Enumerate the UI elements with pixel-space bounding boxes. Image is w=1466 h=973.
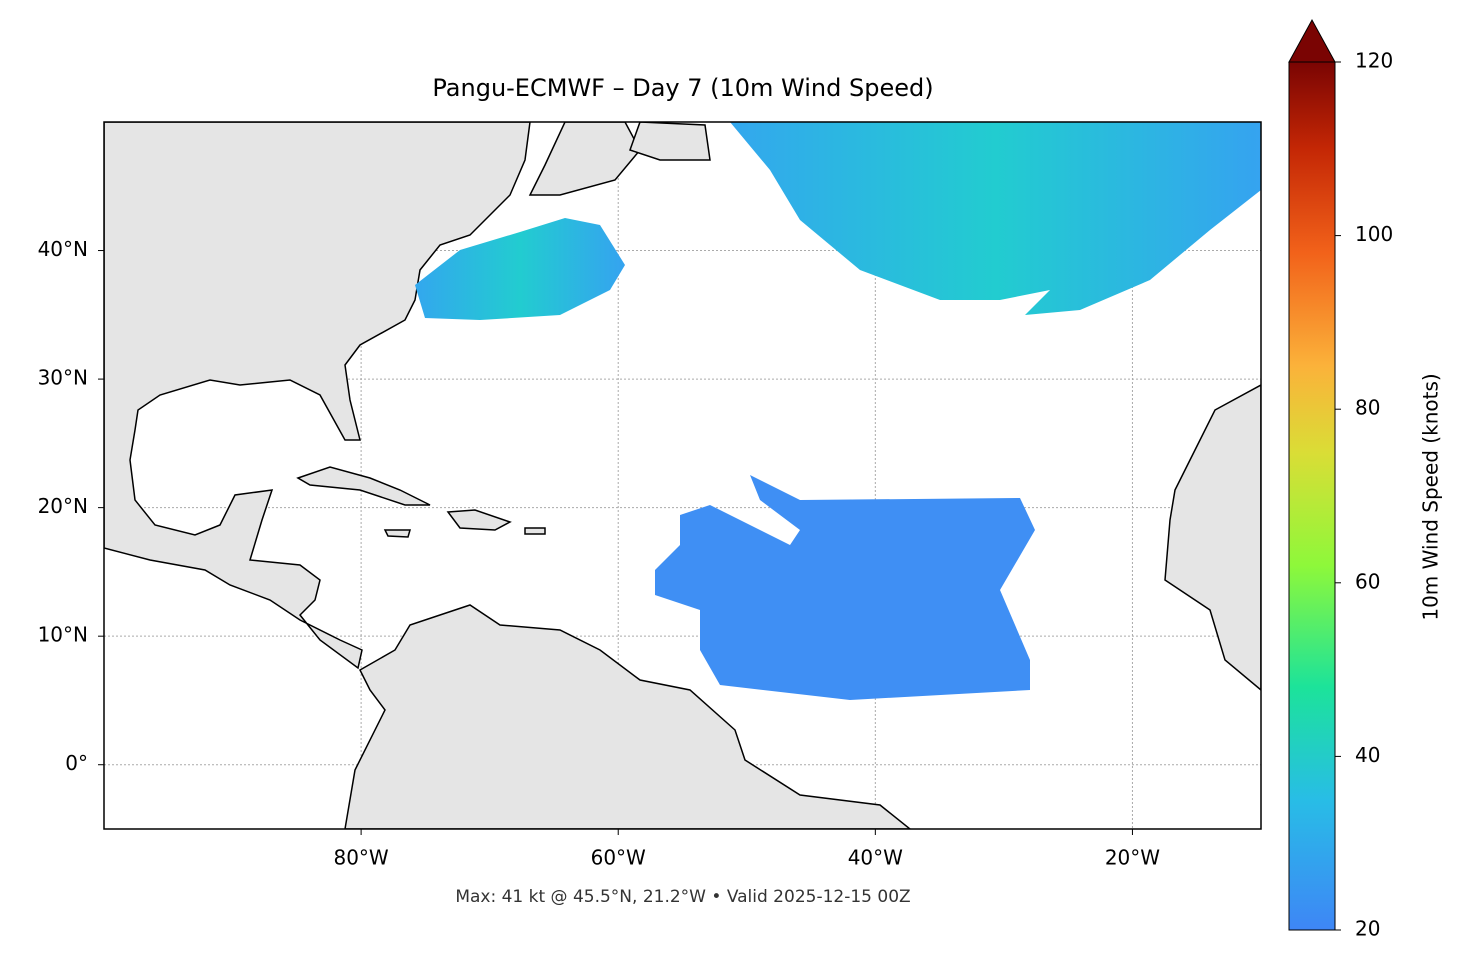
africa [1164,384,1261,691]
colorbar-tick-label: 60 [1355,569,1380,593]
y-tick-label: 20°N [38,494,88,518]
wind-field [415,218,625,320]
colorbar-tick-label: 120 [1355,49,1393,73]
y-tick-label: 0° [65,751,88,775]
south-america [344,604,912,829]
cuba [296,466,431,506]
colorbar-tick-label: 40 [1355,743,1380,767]
y-tick-label: 40°N [38,237,88,261]
colorbar [1288,61,1336,931]
x-tick-label: 80°W [333,846,388,870]
map-area [104,122,1261,829]
x-tick-label: 60°W [591,846,646,870]
y-tick-label: 10°N [38,623,88,647]
chart-title: Pangu-ECMWF – Day 7 (10m Wind Speed) [432,74,933,102]
colorbar-extend [1288,18,1336,63]
hispaniola [446,509,512,531]
colorbar-tick-label: 100 [1355,222,1393,246]
canada-maritimes [528,122,641,196]
colorbar-tick-label: 80 [1355,396,1380,420]
colorbar-label: 10m Wind Speed (knots) [1419,373,1443,620]
wind-field [655,475,1035,700]
y-tick-label: 30°N [38,366,88,390]
newfoundland [629,122,711,161]
x-tick-label: 20°W [1105,846,1160,870]
puerto-rico [524,527,546,535]
plot-frame [103,121,1262,830]
jamaica [383,529,411,538]
north-america [104,122,531,670]
footnote: Max: 41 kt @ 45.5°N, 21.2°W • Valid 2025… [455,887,910,907]
wind-field [730,122,1261,315]
x-tick-label: 40°W [848,846,903,870]
colorbar-tick-label: 20 [1355,917,1380,941]
